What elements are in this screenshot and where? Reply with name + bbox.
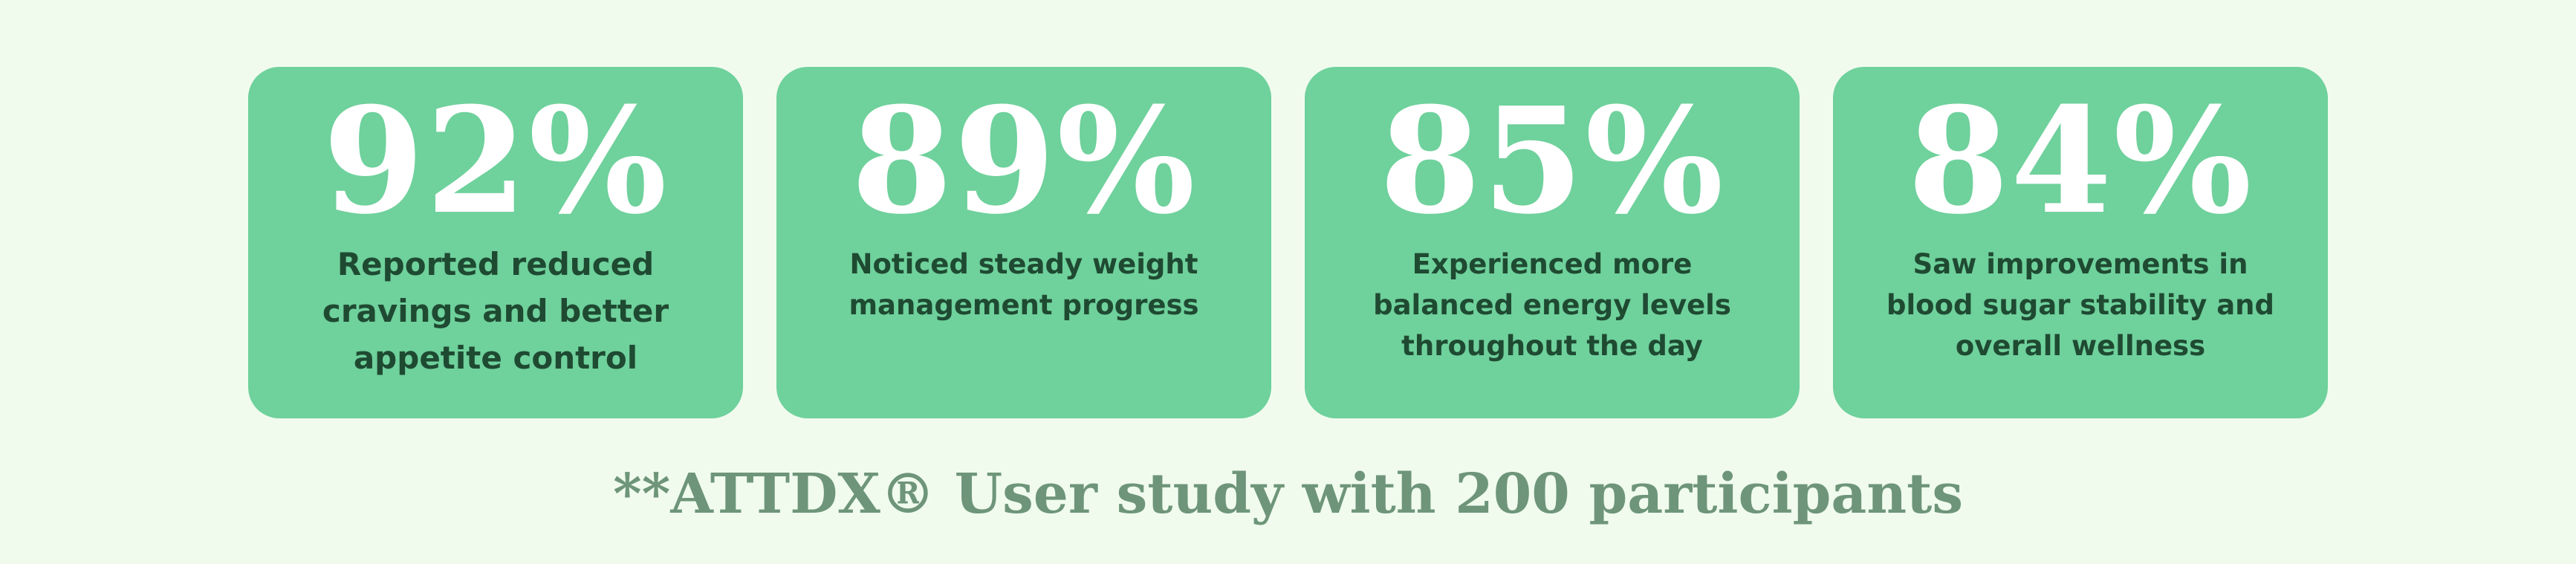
study-footnote: **ATTDX® User study with 200 participant…: [612, 462, 1964, 526]
stat-value: 92%: [322, 76, 669, 247]
stat-caption: Saw improvements in blood sugar stabilit…: [1886, 248, 2274, 362]
stat-caption: Reported reduced cravings and better app…: [322, 246, 669, 376]
stat-value: 89%: [851, 76, 1197, 247]
stat-card-cravings: 92% Reported reduced cravings and better…: [248, 67, 743, 418]
stat-caption: Experienced more balanced energy levels …: [1373, 248, 1731, 362]
stat-card-weight: 89% Noticed steady weight management pro…: [776, 67, 1271, 418]
stats-row: 92% Reported reduced cravings and better…: [248, 67, 2328, 418]
stat-value: 84%: [1907, 76, 2254, 247]
stat-value: 85%: [1379, 76, 1725, 247]
stat-card-blood-sugar: 84% Saw improvements in blood sugar stab…: [1833, 67, 2328, 418]
stat-caption: Noticed steady weight management progres…: [849, 248, 1199, 321]
stat-card-energy: 85% Experienced more balanced energy lev…: [1305, 67, 1800, 418]
